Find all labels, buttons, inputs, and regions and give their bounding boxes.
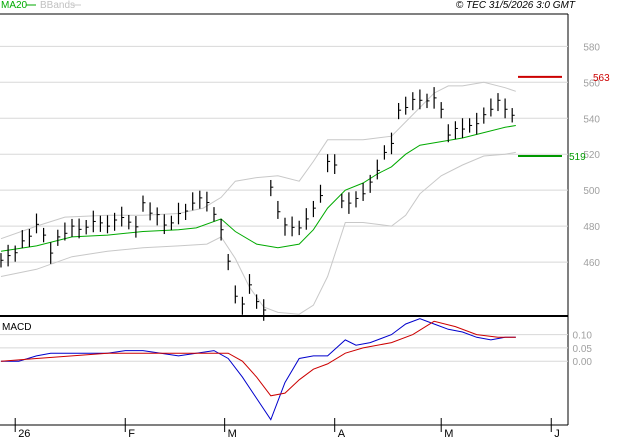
price-bars xyxy=(0,87,515,321)
price-tick-label: 540 xyxy=(583,114,600,125)
price-levels: 563 519 xyxy=(518,73,610,163)
price-grid: 460 480 500 520 540 560 580 xyxy=(0,42,600,269)
x-tick-label: M xyxy=(228,428,237,440)
macd-tick-label: 0.05 xyxy=(573,344,593,355)
price-tick-label: 480 xyxy=(583,222,600,233)
ma20-legend: MA20 xyxy=(1,0,28,11)
price-tick-label: 560 xyxy=(583,78,600,89)
price-tick-label: 520 xyxy=(583,150,600,161)
price-indicators xyxy=(0,81,516,315)
macd-label: MACD xyxy=(2,322,31,333)
copyright-text: © TEC 31/5/2026 3:0 GMT xyxy=(456,0,576,11)
macd-tick-label: 0.00 xyxy=(573,357,593,368)
bband-upper-line xyxy=(0,81,516,240)
bband-lower-line xyxy=(0,151,516,315)
macd-lines xyxy=(0,318,516,421)
price-tick-label: 580 xyxy=(583,42,600,53)
price-tick-label: 500 xyxy=(583,186,600,197)
macd-grid: 0.00 0.05 0.10 xyxy=(0,331,593,368)
signal-line xyxy=(0,320,516,397)
price-tick-label: 460 xyxy=(583,258,600,269)
bbands-legend: BBands xyxy=(40,0,75,11)
x-tick-label: F xyxy=(128,428,135,440)
resistance-label: 563 xyxy=(593,73,610,84)
x-tick-label: J xyxy=(554,428,560,440)
macd-tick-label: 0.10 xyxy=(573,331,593,342)
x-axis: 26 F M A M J xyxy=(14,418,560,440)
ma20-line xyxy=(0,125,516,252)
x-tick-label: M xyxy=(444,428,453,440)
x-tick-label: A xyxy=(338,428,346,440)
macd-line xyxy=(1,318,516,421)
x-tick-label: 26 xyxy=(18,428,30,440)
support-label: 519 xyxy=(569,152,586,163)
